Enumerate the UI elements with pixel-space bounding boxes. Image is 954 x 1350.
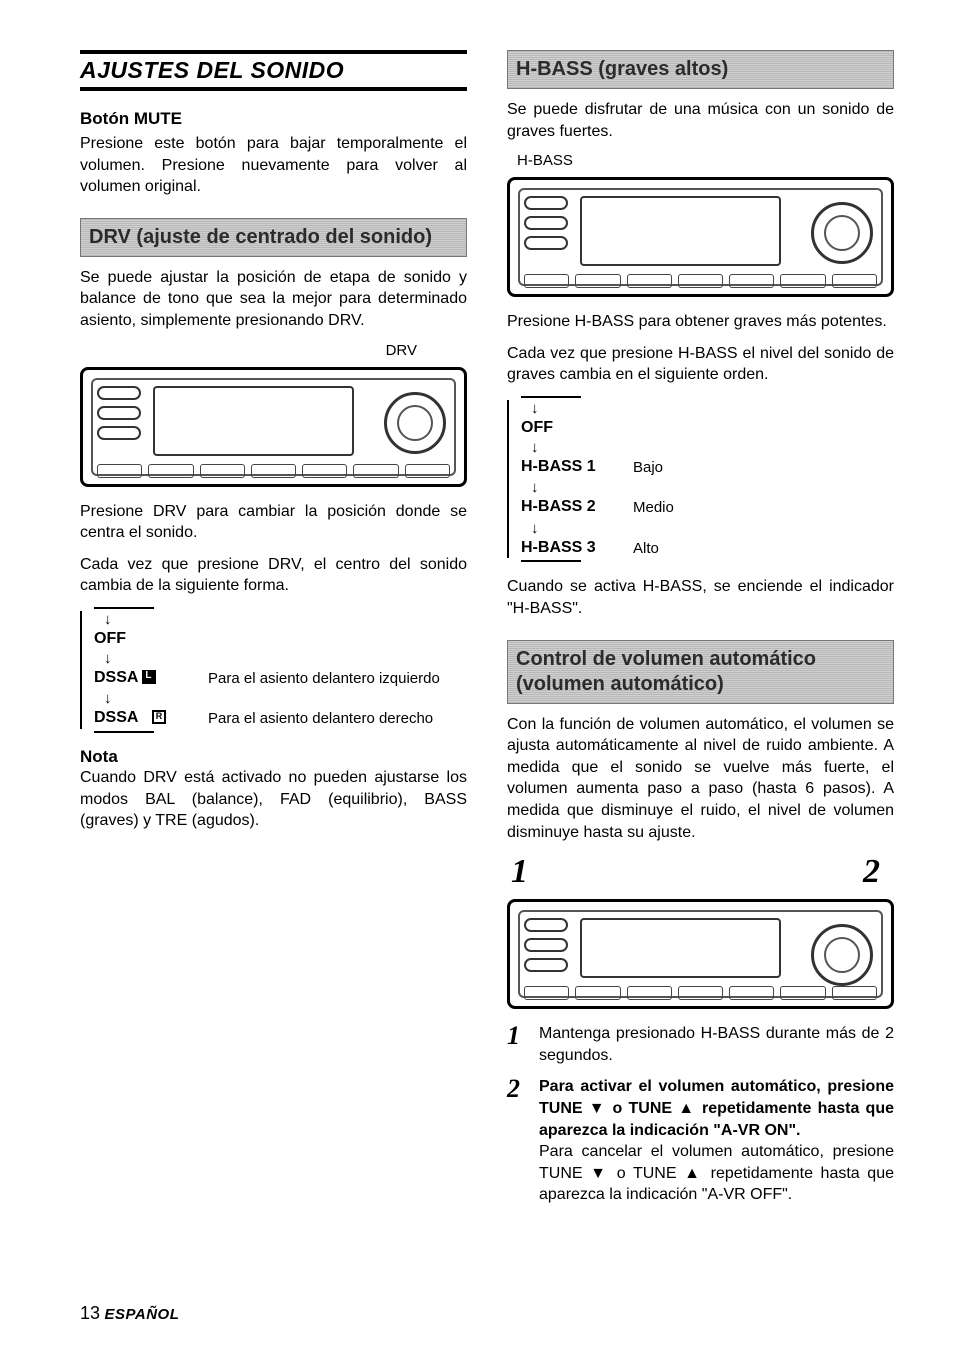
avr-intro: Con la función de volumen automático, el… <box>507 714 894 844</box>
hbass-diagram-label: H-BASS <box>507 152 894 169</box>
hbass1-key: H-BASS 1 <box>521 458 615 476</box>
hbass2-val: Medio <box>633 498 894 518</box>
page-number: 13 <box>80 1303 100 1323</box>
hbass2-key: H-BASS 2 <box>521 498 615 516</box>
page-language: ESPAÑOL <box>104 1306 179 1323</box>
page-footer: 13 ESPAÑOL <box>80 1303 179 1324</box>
mute-text: Presione este botón para bajar temporalm… <box>80 133 467 198</box>
right-column: H-BASS (graves altos) Se puede disfrutar… <box>507 50 894 1212</box>
cycle-dssa-r-desc: Para el asiento delantero derecho <box>208 709 467 729</box>
hbass3-key: H-BASS 3 <box>521 539 615 557</box>
hbass-p3: Cuando se activa H-BASS, se enciende el … <box>507 576 894 619</box>
hbass-intro: Se puede disfrutar de una música con un … <box>507 99 894 142</box>
hbass1-val: Bajo <box>633 458 894 478</box>
arrow-down-icon: ↓ <box>521 400 894 417</box>
main-title: AJUSTES DEL SONIDO <box>80 57 467 84</box>
cycle-dssa-l-desc: Para el asiento delantero izquierdo <box>208 669 467 689</box>
drv-banner: DRV (ajuste de centrado del sonido) <box>80 218 467 257</box>
hbass-banner: H-BASS (graves altos) <box>507 50 894 89</box>
cycle-dssa-l: DSSA <box>94 669 184 687</box>
left-seat-icon <box>142 670 156 684</box>
avr-radio-diagram <box>507 899 894 1009</box>
arrow-down-icon: ↓ <box>521 520 894 537</box>
drv-cycle: ↓ OFF ↓ DSSA Para el asiento delantero i… <box>80 607 467 733</box>
diagram-num-2: 2 <box>863 853 880 891</box>
nota-title: Nota <box>80 747 467 767</box>
hbass-cycle: ↓ OFF ↓ H-BASS 1 Bajo ↓ H-BASS 2 Medio ↓… <box>507 396 894 563</box>
rule-top <box>80 50 467 54</box>
step-2-text: Para activar el volumen automático, pres… <box>539 1076 894 1206</box>
drv-radio-diagram <box>80 367 467 487</box>
arrow-down-icon: ↓ <box>521 479 894 496</box>
avr-banner: Control de volumen automático (volumen a… <box>507 640 894 704</box>
arrow-down-icon: ↓ <box>94 650 467 667</box>
rule-bottom <box>80 87 467 91</box>
hbass3-val: Alto <box>633 539 894 559</box>
nota-text: Cuando DRV está activado no pueden ajust… <box>80 767 467 832</box>
left-column: AJUSTES DEL SONIDO Botón MUTE Presione e… <box>80 50 467 1212</box>
step-1-text: Mantenga presionado H-BASS durante más d… <box>539 1023 894 1066</box>
drv-p1: Presione DRV para cambiar la posición do… <box>80 501 467 544</box>
hbass-off: OFF <box>521 419 615 437</box>
hbass-p1: Presione H-BASS para obtener graves más … <box>507 311 894 333</box>
arrow-down-icon: ↓ <box>94 611 467 628</box>
hbass-p2: Cada vez que presione H-BASS el nivel de… <box>507 343 894 386</box>
arrow-down-icon: ↓ <box>521 439 894 456</box>
step-num-1: 1 <box>507 1023 529 1066</box>
arrow-down-icon: ↓ <box>94 690 467 707</box>
avr-diagram-numbers: 1 2 <box>507 853 894 891</box>
step-2: 2 Para activar el volumen automático, pr… <box>507 1076 894 1206</box>
cycle-dssa-r: DSSA <box>94 709 184 727</box>
drv-p2: Cada vez que presione DRV, el centro del… <box>80 554 467 597</box>
right-seat-icon <box>152 710 166 724</box>
diagram-num-1: 1 <box>511 853 528 891</box>
hbass-radio-diagram <box>507 177 894 297</box>
step-num-2: 2 <box>507 1076 529 1206</box>
cycle-off: OFF <box>94 630 184 648</box>
drv-diagram-label: DRV <box>80 342 467 359</box>
mute-title: Botón MUTE <box>80 109 467 129</box>
step-1: 1 Mantenga presionado H-BASS durante más… <box>507 1023 894 1066</box>
drv-intro: Se puede ajustar la posición de etapa de… <box>80 267 467 332</box>
